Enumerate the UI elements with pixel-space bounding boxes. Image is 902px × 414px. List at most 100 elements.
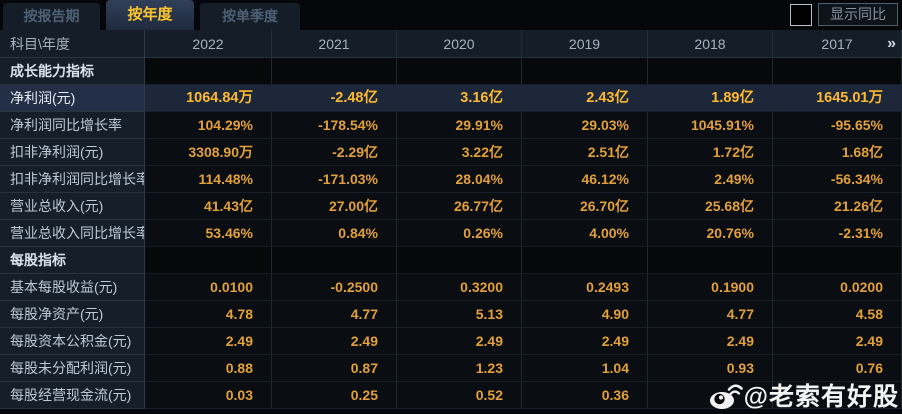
cell: 29.91%	[397, 112, 522, 139]
cell: 0.1900	[648, 274, 773, 301]
table-row-net-profit: 净利润(元) 1064.84万 -2.48亿 3.16亿 2.43亿 1.89亿…	[0, 85, 902, 112]
cell: 5.13	[397, 301, 522, 328]
row-label: 扣非净利润(元)	[0, 139, 145, 166]
row-label: 每股资本公积金(元)	[0, 328, 145, 355]
cell	[272, 247, 397, 274]
cell: 1645.01万	[773, 85, 902, 112]
cell	[648, 58, 773, 85]
cell: -178.54%	[272, 112, 397, 139]
tab-by-year[interactable]: 按年度	[106, 0, 194, 30]
cell: -2.48亿	[272, 85, 397, 112]
row-label: 扣非净利润同比增长率	[0, 166, 145, 193]
cell: 41.43亿	[145, 193, 272, 220]
watermark-text: @老索有好股	[743, 383, 899, 411]
row-label: 净利润(元)	[0, 85, 145, 112]
year-header-2017: 2017 »	[773, 30, 902, 58]
cell: 3.16亿	[397, 85, 522, 112]
show-yoy-checkbox[interactable]	[790, 3, 812, 26]
tab-by-quarter[interactable]: 按单季度	[200, 3, 300, 30]
yoy-controls: 显示同比	[790, 3, 898, 26]
period-tabbar: 按报告期 按年度 按单季度 显示同比	[0, 0, 902, 30]
cell	[648, 247, 773, 274]
cell: -0.2500	[272, 274, 397, 301]
table-row-undistributed-profit-per-share: 每股未分配利润(元) 0.88 0.87 1.23 1.04 0.93 0.76	[0, 355, 902, 382]
cell: 4.78	[145, 301, 272, 328]
tab-by-report-period[interactable]: 按报告期	[3, 3, 100, 30]
cell: 4.58	[773, 301, 902, 328]
cell: -95.65%	[773, 112, 902, 139]
cell: 0.3200	[397, 274, 522, 301]
show-yoy-label[interactable]: 显示同比	[818, 3, 898, 26]
cell: 0.76	[773, 355, 902, 382]
row-label: 基本每股收益(元)	[0, 274, 145, 301]
cell: 2.49	[145, 328, 272, 355]
table-row-total-revenue-yoy: 营业总收入同比增长率 53.46% 0.84% 0.26% 4.00% 20.7…	[0, 220, 902, 247]
cell: 26.77亿	[397, 193, 522, 220]
cell: 2.49%	[648, 166, 773, 193]
cell: 25.68亿	[648, 193, 773, 220]
cell: 20.76%	[648, 220, 773, 247]
cell: -2.31%	[773, 220, 902, 247]
cell: 46.12%	[522, 166, 648, 193]
cell	[272, 58, 397, 85]
section-row-per-share: 每股指标	[0, 247, 902, 274]
cell: 2.49	[522, 328, 648, 355]
corner-label: 科目\年度	[0, 30, 145, 58]
cell: 4.00%	[522, 220, 648, 247]
table-row-net-assets-per-share: 每股净资产(元) 4.78 4.77 5.13 4.90 4.77 4.58	[0, 301, 902, 328]
cell: 3308.90万	[145, 139, 272, 166]
cell: 0.84%	[272, 220, 397, 247]
row-label: 每股未分配利润(元)	[0, 355, 145, 382]
cell: 0.36	[522, 382, 648, 409]
cell: 2.49	[648, 328, 773, 355]
cell: 0.26%	[397, 220, 522, 247]
cell: 0.25	[272, 382, 397, 409]
scroll-right-icon[interactable]: »	[887, 35, 896, 52]
cell: 2.43亿	[522, 85, 648, 112]
cell	[648, 382, 773, 409]
cell: 26.70亿	[522, 193, 648, 220]
weibo-watermark: @老索有好股	[709, 377, 899, 413]
table-row-operating-cashflow-per-share: 每股经营现金流(元) 0.03 0.25 0.52 0.36	[0, 382, 902, 409]
cell: 4.77	[648, 301, 773, 328]
cell: 2.49	[272, 328, 397, 355]
cell: 1064.84万	[145, 85, 272, 112]
cell	[773, 382, 902, 409]
year-header-2019: 2019	[522, 30, 648, 58]
table-row-deducted-net-profit-yoy: 扣非净利润同比增长率 114.48% -171.03% 28.04% 46.12…	[0, 166, 902, 193]
row-label: 营业总收入同比增长率	[0, 220, 145, 247]
year-header-2021: 2021	[272, 30, 397, 58]
cell: 0.0200	[773, 274, 902, 301]
cell	[522, 58, 648, 85]
cell: 2.49	[773, 328, 902, 355]
cell: -2.29亿	[272, 139, 397, 166]
cell: 0.03	[145, 382, 272, 409]
cell	[773, 58, 902, 85]
cell: 0.52	[397, 382, 522, 409]
financial-table: 科目\年度 2022 2021 2020 2019 2018 2017 » 成长…	[0, 30, 902, 409]
cell	[397, 58, 522, 85]
cell: -56.34%	[773, 166, 902, 193]
table-row-total-revenue: 营业总收入(元) 41.43亿 27.00亿 26.77亿 26.70亿 25.…	[0, 193, 902, 220]
cell: 28.04%	[397, 166, 522, 193]
cell	[145, 247, 272, 274]
cell: 29.03%	[522, 112, 648, 139]
cell: 1.72亿	[648, 139, 773, 166]
cell	[522, 247, 648, 274]
cell: 3.22亿	[397, 139, 522, 166]
cell: 104.29%	[145, 112, 272, 139]
cell: 0.2493	[522, 274, 648, 301]
cell: 1.68亿	[773, 139, 902, 166]
cell: -171.03%	[272, 166, 397, 193]
cell: 1.89亿	[648, 85, 773, 112]
cell	[397, 247, 522, 274]
table-row-net-profit-yoy: 净利润同比增长率 104.29% -178.54% 29.91% 29.03% …	[0, 112, 902, 139]
weibo-icon	[709, 384, 743, 409]
section-label: 每股指标	[0, 247, 145, 274]
row-label: 净利润同比增长率	[0, 112, 145, 139]
row-label: 每股经营现金流(元)	[0, 382, 145, 409]
section-label: 成长能力指标	[0, 58, 145, 85]
table-row-deducted-net-profit: 扣非净利润(元) 3308.90万 -2.29亿 3.22亿 2.51亿 1.7…	[0, 139, 902, 166]
year-header-2018: 2018	[648, 30, 773, 58]
